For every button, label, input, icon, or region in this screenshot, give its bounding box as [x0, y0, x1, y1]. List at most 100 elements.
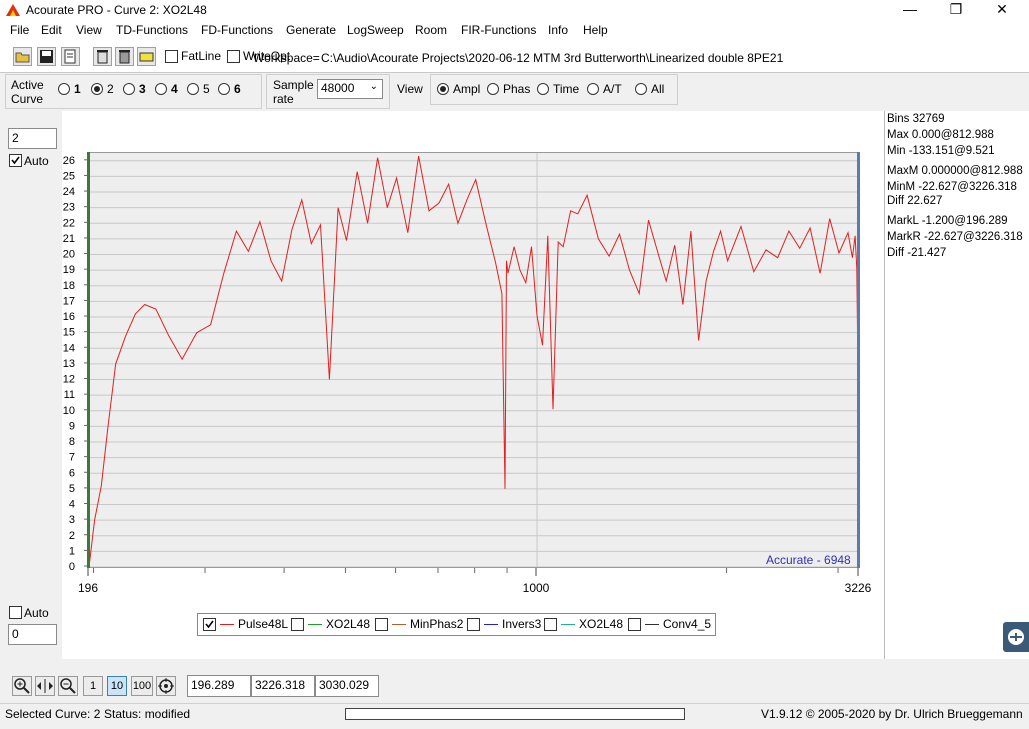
legend-swatch: [308, 624, 322, 625]
view-ampl-label: Ampl: [453, 82, 481, 96]
status-selected-curve: Selected Curve: 2: [5, 707, 101, 721]
zoom-1-button[interactable]: 1: [83, 676, 103, 696]
teamviewer-icon[interactable]: [1003, 622, 1029, 652]
menu-fd-functions[interactable]: FD-Functions: [201, 23, 274, 37]
menu-fir-functions[interactable]: FIR-Functions: [461, 23, 537, 37]
minimize-button[interactable]: —: [903, 1, 917, 17]
legend-checkbox[interactable]: [203, 618, 216, 631]
stat-diff1: Diff 22.627: [887, 195, 943, 207]
zoom-10-button[interactable]: 10: [107, 676, 127, 696]
title-bar: [0, 0, 1029, 20]
save-icon[interactable]: [37, 47, 56, 66]
menu-generate[interactable]: Generate: [286, 23, 337, 37]
stat-markr: MarkR -22.627@3226.318: [887, 231, 1023, 243]
view-phas-radio[interactable]: [487, 83, 499, 95]
curve-2-radio[interactable]: [91, 83, 103, 95]
workspace-label: Workspace=: [253, 51, 320, 65]
chart-canvas[interactable]: [88, 152, 860, 568]
curve-4-radio[interactable]: [155, 83, 167, 95]
x-tick-label: 196: [78, 581, 98, 595]
mark-diff-field[interactable]: 3030.029: [315, 675, 379, 697]
workspace-path: C:\Audio\Acourate Projects\2020-06-12 MT…: [321, 51, 784, 65]
curve-2-label: 2: [107, 82, 114, 96]
view-phas-label: Phas: [503, 82, 531, 96]
auto-top-label: Auto: [24, 154, 49, 168]
stat-minm: MinM -22.627@3226.318: [887, 181, 1017, 193]
legend-checkbox[interactable]: [375, 618, 388, 631]
menu-td-functions[interactable]: TD-Functions: [116, 23, 189, 37]
view-group: [430, 74, 678, 105]
sample-rate-select[interactable]: 48000 ⌄: [317, 79, 383, 99]
auto-top-checkbox[interactable]: [9, 154, 22, 167]
chart-svg: [88, 153, 860, 568]
ymax-input[interactable]: 2: [8, 128, 57, 149]
curve-4-label: 4: [171, 82, 178, 96]
open-folder-icon[interactable]: [13, 47, 32, 66]
menu-file[interactable]: File: [10, 23, 30, 37]
fatline-checkbox[interactable]: [165, 50, 178, 63]
view-time-radio[interactable]: [537, 83, 549, 95]
menu-edit[interactable]: Edit: [41, 23, 62, 37]
view-all-label: All: [651, 82, 665, 96]
mark-right-field[interactable]: 3226.318: [251, 675, 315, 697]
view-time-label: Time: [553, 82, 580, 96]
mark-left-field[interactable]: 196.289: [187, 675, 251, 697]
auto-bottom-checkbox[interactable]: [9, 606, 22, 619]
stat-max: Max 0.000@812.988: [887, 129, 994, 141]
legend-label: Invers3: [502, 617, 542, 631]
delete-all-icon[interactable]: [115, 47, 134, 66]
curve-5-radio[interactable]: [187, 83, 199, 95]
zoom-100-button[interactable]: 100: [131, 676, 153, 696]
legend-checkbox[interactable]: [544, 618, 557, 631]
stat-maxm: MaxM 0.000000@812.988: [887, 165, 1023, 177]
y-tick-label: 13: [63, 358, 75, 370]
ymin-input[interactable]: 0: [8, 624, 57, 645]
status-version: V1.9.12 © 2005-2020 by Dr. Ulrich Bruegg…: [761, 707, 1023, 721]
menu-room[interactable]: Room: [415, 23, 448, 37]
menu-help[interactable]: Help: [583, 23, 608, 37]
y-tick-label: 6: [69, 467, 75, 479]
y-tick-label: 17: [63, 295, 75, 307]
active-curve-group: [5, 74, 262, 109]
legend-checkbox[interactable]: [467, 618, 480, 631]
menu-view[interactable]: View: [76, 23, 102, 37]
zoom-fit-icon[interactable]: [35, 676, 55, 696]
zoom-in-icon[interactable]: [12, 676, 32, 696]
mark-left-line[interactable]: [87, 152, 90, 568]
view-ampl-radio[interactable]: [437, 83, 449, 95]
view-at-radio[interactable]: [587, 83, 599, 95]
y-tick-label: 8: [69, 436, 75, 448]
app-logo-icon: [6, 4, 20, 16]
y-tick-label: 9: [69, 420, 75, 432]
y-tick-label: 15: [63, 327, 75, 339]
maximize-button[interactable]: ❐: [949, 1, 963, 17]
view-all-radio[interactable]: [635, 83, 647, 95]
legend-swatch: [484, 624, 498, 625]
zoom-out-icon[interactable]: [58, 676, 78, 696]
crosshair-icon[interactable]: [156, 676, 176, 696]
export-icon[interactable]: [61, 47, 80, 66]
statistics-panel: [884, 111, 1029, 659]
y-tick-label: 10: [63, 405, 75, 417]
series-line-pulse48l: [88, 156, 860, 568]
stat-min: Min -133.151@9.521: [887, 145, 995, 157]
legend-checkbox[interactable]: [628, 618, 641, 631]
mark-right-line[interactable]: [857, 152, 860, 568]
curve-6-label: 6: [234, 82, 241, 96]
writeopt-checkbox[interactable]: [227, 50, 240, 63]
curve-3-radio[interactable]: [123, 83, 135, 95]
curve-1-label: 1: [74, 82, 81, 96]
menu-logsweep[interactable]: LogSweep: [347, 23, 404, 37]
y-tick-label: 20: [63, 249, 75, 261]
curve-1-radio[interactable]: [58, 83, 70, 95]
delete-curve-icon[interactable]: [93, 47, 112, 66]
menu-info[interactable]: Info: [548, 23, 569, 37]
watermark: Accurate - 6948: [766, 553, 851, 567]
curve-6-radio[interactable]: [218, 83, 230, 95]
legend-checkbox[interactable]: [291, 618, 304, 631]
run-macro-icon[interactable]: [137, 47, 156, 66]
y-tick-label: 16: [63, 311, 75, 323]
menu-bar: [0, 20, 1029, 41]
close-button[interactable]: ✕: [996, 1, 1008, 17]
y-tick-label: 23: [63, 202, 75, 214]
